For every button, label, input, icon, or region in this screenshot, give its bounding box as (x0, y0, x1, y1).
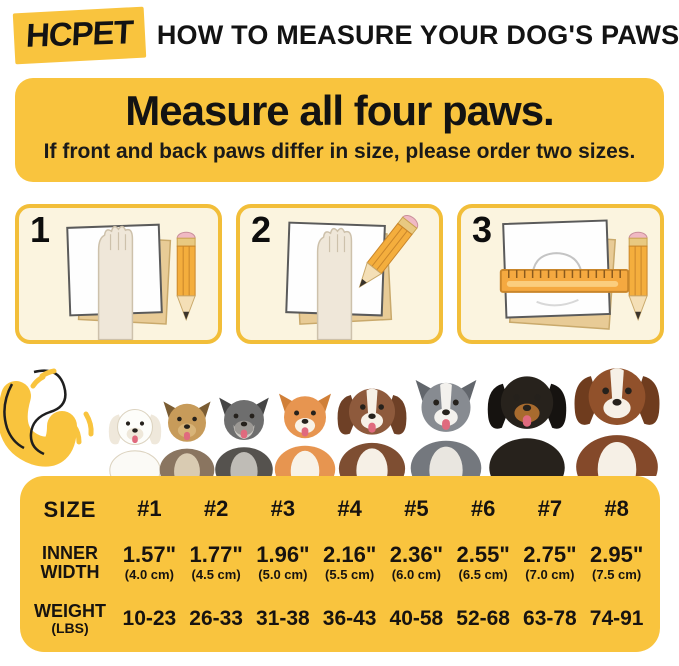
size-chart-table: SIZE #1 #2 #3 #4 #5 #6 #7 #8 INNER WIDTH… (20, 476, 660, 652)
inner-width-cm: (5.0 cm) (258, 566, 308, 582)
inner-width-cm: (5.5 cm) (325, 566, 375, 582)
instruction-banner: Measure all four paws. If front and back… (15, 78, 664, 182)
size-value: #7 (537, 496, 563, 522)
dog-photo-rottweiler (474, 367, 580, 476)
brand-logo: HCPET (12, 6, 147, 64)
measuring-steps: 1 (15, 204, 664, 344)
dog-photo-australian-shepherd (326, 378, 418, 476)
weight-value: 10-23 (122, 607, 177, 631)
weight-value: 74-91 (589, 607, 644, 631)
inner-width-cm: (6.5 cm) (458, 566, 508, 582)
dog-photo-bichon-frise (100, 402, 170, 476)
weight-value: 40-58 (389, 607, 444, 631)
size-value: #3 (270, 496, 296, 522)
weight-row: WEIGHT (LBS) 10-23 26-33 31-38 36-43 40-… (24, 594, 650, 644)
inner-width-value: 2.75" (7.0 cm) (517, 543, 584, 582)
banner-heading: Measure all four paws. (125, 87, 554, 134)
dog-photo-miniature-schnauzer (204, 388, 284, 476)
step-number: 2 (251, 209, 272, 250)
inner-width-value: 2.55" (6.5 cm) (450, 543, 517, 582)
inner-width-label-line2: WIDTH (40, 561, 100, 582)
inner-width-cm: (4.5 cm) (191, 566, 241, 582)
ruler-measuring-illustration (461, 208, 660, 340)
size-value: #1 (137, 496, 162, 522)
inner-width-value: 2.95" (7.5 cm) (583, 543, 650, 582)
inner-width-value: 1.57" (4.0 cm) (116, 543, 183, 582)
dog-photo-saint-bernard (559, 358, 675, 476)
weight-unit: (LBS) (51, 620, 89, 637)
size-value: #6 (470, 496, 496, 522)
inner-width-inches: 2.55" (456, 542, 510, 568)
size-value: #4 (337, 496, 362, 522)
inner-width-cm: (4.0 cm) (124, 566, 174, 582)
inner-width-value: 1.77" (4.5 cm) (183, 543, 250, 582)
page-title: HOW TO MEASURE YOUR DOG'S PAWS (156, 19, 679, 50)
weight-value: 36-43 (322, 607, 377, 631)
step-card-2: 2 (236, 204, 443, 344)
weight-label: WEIGHT (34, 601, 106, 622)
size-value: #2 (203, 496, 229, 522)
inner-width-value: 2.16" (5.5 cm) (316, 543, 383, 582)
inner-width-cm: (6.0 cm) (391, 566, 441, 582)
inner-width-inches: 2.36" (389, 542, 443, 568)
weight-row-label: WEIGHT (LBS) (24, 602, 116, 636)
size-value: #8 (604, 496, 629, 522)
inner-width-inches: 1.77" (189, 542, 243, 568)
inner-width-inches: 2.16" (323, 542, 377, 568)
paw-swoosh-icon (0, 364, 106, 478)
dog-photo-shiba-inu (263, 383, 347, 476)
inner-width-label-line1: INNER (41, 542, 98, 563)
inner-width-value: 1.96" (5.0 cm) (250, 543, 317, 582)
tracing-paw-illustration (240, 208, 439, 340)
weight-value: 52-68 (456, 607, 510, 631)
dog-size-lineup (100, 356, 679, 476)
header: HCPET HOW TO MEASURE YOUR DOG'S PAWS (12, 4, 679, 66)
weight-value: 31-38 (256, 607, 310, 631)
inner-width-inches: 1.57" (122, 542, 176, 568)
step-card-3: 3 (457, 204, 664, 344)
dog-photo-alaskan-malamute (397, 373, 495, 476)
step-number: 3 (472, 209, 493, 250)
inner-width-inches: 1.96" (256, 542, 310, 568)
inner-width-cm: (7.0 cm) (525, 566, 575, 582)
banner-subheading: If front and back paws differ in size, p… (43, 140, 636, 163)
inner-width-inches: 2.75" (523, 542, 577, 568)
size-row-label: SIZE (43, 496, 97, 522)
inner-width-row: INNER WIDTH 1.57" (4.0 cm) 1.77" (4.5 cm… (24, 534, 650, 591)
weight-value: 26-33 (189, 607, 243, 631)
dog-photo-yorkshire-terrier (149, 392, 225, 476)
brand-logo-text: HCPET (25, 12, 134, 54)
paw-on-paper-illustration (19, 208, 218, 340)
inner-width-cm: (7.5 cm) (592, 566, 642, 582)
size-row: SIZE #1 #2 #3 #4 #5 #6 #7 #8 (24, 491, 650, 527)
inner-width-value: 2.36" (6.0 cm) (383, 543, 450, 582)
step-card-1: 1 (15, 204, 222, 344)
size-value: #5 (404, 496, 429, 522)
inner-width-inches: 2.95" (590, 542, 644, 568)
step-number: 1 (30, 209, 51, 250)
inner-width-row-label: INNER WIDTH (24, 544, 116, 582)
weight-value: 63-78 (523, 607, 577, 631)
